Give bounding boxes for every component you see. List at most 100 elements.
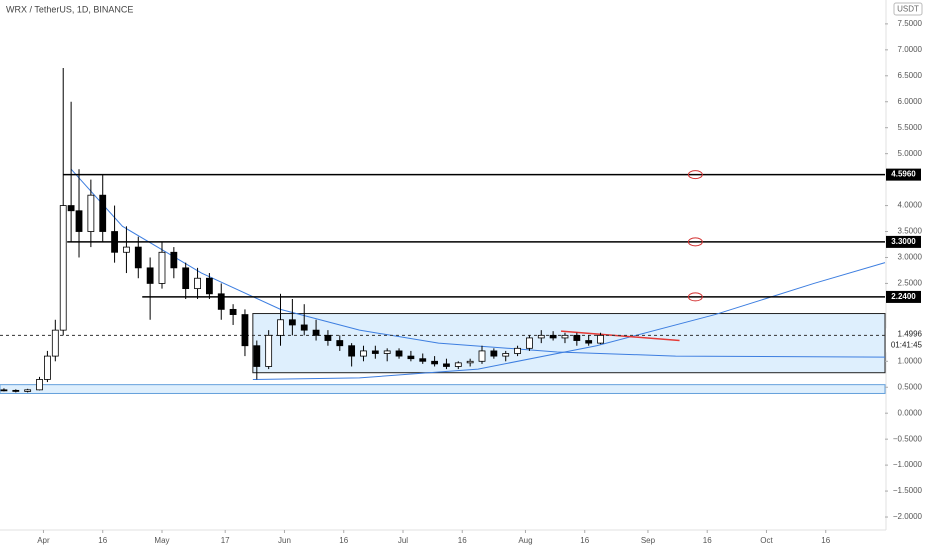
- candle-body: [265, 334, 273, 367]
- y-tick-label: 2.5000: [898, 279, 923, 288]
- y-tick-label: 7.0000: [898, 45, 923, 54]
- level-label-box: [886, 168, 921, 181]
- candle-body: [431, 360, 438, 365]
- y-tick-label: −0.5000: [893, 434, 923, 443]
- y-tick-label: −1.0000: [893, 460, 923, 469]
- candle-body: [597, 334, 604, 344]
- candle-body: [182, 267, 190, 290]
- candle-body: [360, 350, 367, 357]
- x-tick-label: Jun: [278, 536, 291, 545]
- y-tick-label: −2.0000: [893, 512, 923, 521]
- candle-body: [253, 345, 261, 367]
- candle-body: [87, 194, 95, 232]
- candle-body: [146, 267, 154, 284]
- y-tick-label: 5.5000: [898, 123, 923, 132]
- candle-body: [371, 350, 379, 354]
- candle-body: [573, 334, 581, 341]
- level-label-box: [886, 235, 921, 248]
- countdown-label: 01:41:45: [891, 340, 923, 349]
- chart-title: WRX / TetherUS, 1D, BINANCE: [6, 4, 133, 14]
- candle-body: [134, 246, 142, 269]
- candle-body: [12, 389, 20, 392]
- currency-box[interactable]: [893, 2, 923, 16]
- y-tick-label: 4.0000: [898, 201, 923, 210]
- level-label-box: [886, 290, 921, 303]
- x-tick-label: 16: [821, 536, 830, 545]
- level-marker: [687, 237, 703, 247]
- candle-body: [407, 355, 415, 360]
- candle-body: [466, 360, 474, 364]
- x-tick-label: Apr: [37, 536, 50, 545]
- candle-body: [51, 329, 59, 357]
- x-tick-label: 16: [703, 536, 712, 545]
- candle-body: [490, 350, 498, 357]
- candle-body: [24, 389, 32, 392]
- candle-body: [59, 205, 67, 331]
- candle-body: [44, 355, 51, 380]
- y-tick-label: 1.0000: [898, 356, 923, 365]
- x-tick-label: May: [154, 536, 169, 545]
- candle-body: [549, 334, 557, 339]
- currency-label[interactable]: USDT: [897, 5, 919, 14]
- candle-body: [324, 334, 332, 341]
- x-tick-label: Jul: [398, 536, 408, 545]
- y-tick-label: 3.0000: [898, 253, 923, 262]
- x-tick-label: 16: [98, 536, 107, 545]
- candle-body: [443, 363, 450, 367]
- range-box: [252, 313, 886, 374]
- x-tick-label: 16: [458, 536, 467, 545]
- candle-body: [312, 329, 320, 336]
- candle-body: [419, 358, 427, 362]
- candle-body: [478, 350, 486, 362]
- candle-body: [36, 379, 43, 391]
- candle-body: [123, 246, 130, 253]
- candle-body: [217, 293, 225, 310]
- level-label: 3.3000: [891, 237, 916, 246]
- candle-body: [348, 345, 356, 357]
- last-price-label: 1.4996: [898, 329, 923, 338]
- candle-body: [0, 389, 8, 392]
- y-tick-label: 6.0000: [898, 97, 923, 106]
- y-tick-label: 0.5000: [898, 382, 923, 391]
- y-tick-label: −1.5000: [893, 486, 923, 495]
- x-tick-label: Oct: [760, 536, 773, 545]
- range-box: [0, 384, 886, 394]
- candle-body: [158, 251, 166, 284]
- level-marker: [687, 292, 703, 302]
- y-tick-label: 0.0000: [898, 408, 923, 417]
- candle-body: [383, 350, 391, 354]
- last-price-box: [886, 328, 926, 353]
- candle-body: [67, 205, 75, 212]
- x-tick-label: 16: [580, 536, 589, 545]
- curve: [252, 262, 886, 380]
- candle-body: [336, 340, 344, 347]
- x-tick-label: Sep: [641, 536, 656, 545]
- candle-body: [395, 350, 403, 357]
- candle-body: [300, 324, 308, 331]
- x-tick-label: Aug: [518, 536, 532, 545]
- candle-body: [585, 340, 593, 344]
- candle-body: [526, 337, 533, 349]
- y-tick-label: 7.5000: [898, 19, 923, 28]
- y-tick-label: 3.5000: [898, 227, 923, 236]
- candle-body: [454, 362, 462, 367]
- candle-body: [241, 314, 249, 347]
- candle-body: [229, 308, 237, 315]
- candle-body: [205, 277, 213, 295]
- candle-body: [561, 334, 569, 339]
- x-tick-label: 16: [339, 536, 348, 545]
- candle-body: [111, 231, 118, 253]
- candle-body: [288, 319, 296, 326]
- x-tick-label: 17: [221, 536, 230, 545]
- level-label: 2.2400: [891, 292, 916, 301]
- candle-body: [502, 353, 510, 357]
- candle-body: [514, 347, 521, 354]
- candle-body: [99, 194, 107, 232]
- y-tick-label: 6.5000: [898, 71, 923, 80]
- candle-body: [277, 319, 284, 336]
- level-label: 4.5960: [891, 170, 916, 179]
- candle-body: [75, 210, 83, 232]
- candle-body: [537, 334, 545, 339]
